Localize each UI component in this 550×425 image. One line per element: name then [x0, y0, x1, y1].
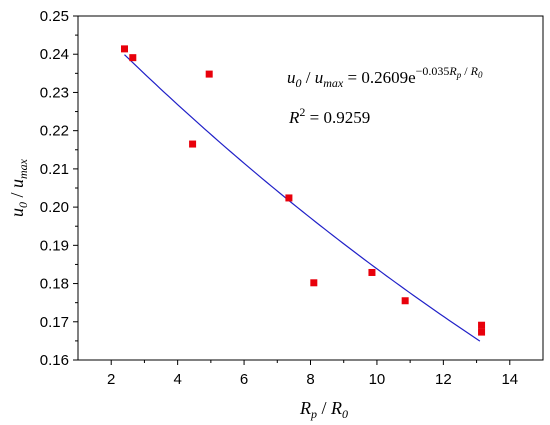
y-tick-label: 0.25 — [40, 8, 69, 25]
data-point — [121, 45, 128, 53]
y-tick-label: 0.23 — [40, 84, 69, 101]
data-point — [478, 328, 486, 336]
x-tick-label: 10 — [369, 371, 386, 388]
data-point — [478, 321, 486, 329]
fit-curve — [124, 54, 481, 342]
equation-annotation: u0 / umax = 0.2609e−0.035Rp / R0 — [287, 64, 483, 90]
data-point — [205, 70, 213, 78]
y-tick-label: 0.19 — [40, 237, 69, 254]
x-axis-title: Rp / R0 — [299, 398, 348, 421]
data-point — [310, 279, 318, 287]
data-point — [368, 268, 376, 276]
x-tick-label: 12 — [435, 371, 452, 388]
y-tick-label: 0.22 — [40, 123, 69, 140]
data-point — [129, 54, 137, 62]
data-point — [189, 140, 197, 148]
x-tick-label: 4 — [173, 371, 181, 388]
y-tick-label: 0.16 — [40, 352, 69, 369]
y-tick-label: 0.17 — [40, 314, 69, 331]
x-tick-label: 8 — [306, 371, 314, 388]
y-tick-label: 0.18 — [40, 276, 69, 293]
data-point — [401, 297, 409, 305]
data-point — [285, 194, 293, 202]
y-tick-label: 0.24 — [40, 46, 69, 63]
y-axis-title: u0 / umax — [7, 158, 30, 217]
axis-ticks — [73, 15, 511, 365]
tick-labels: 2 4 6 8 10 12 14 0.16 0.17 0.18 0.19 0.20 0.21 0.22 0.… — [40, 8, 518, 388]
x-tick-label: 6 — [240, 371, 248, 388]
x-tick-label: 14 — [501, 371, 518, 388]
y-tick-label: 0.20 — [40, 199, 69, 216]
y-tick-label: 0.21 — [40, 161, 69, 178]
data-points — [121, 45, 486, 336]
r-squared-annotation: R2 = 0.9259 — [288, 105, 370, 127]
x-tick-label: 2 — [107, 371, 115, 388]
